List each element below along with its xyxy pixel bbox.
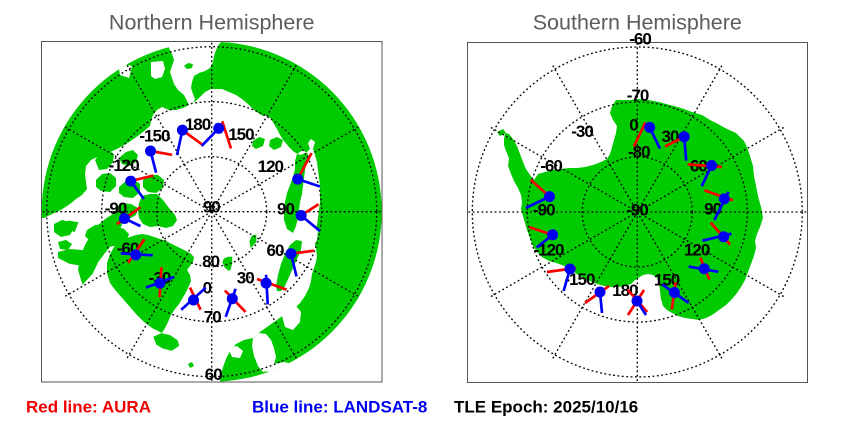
svg-text:-80: -80: [628, 142, 650, 161]
svg-text:0: 0: [203, 279, 212, 298]
svg-text:-150: -150: [564, 270, 595, 289]
svg-text:-90: -90: [533, 200, 555, 219]
svg-text:-90: -90: [105, 199, 127, 218]
svg-text:-150: -150: [139, 126, 170, 145]
svg-text:60: 60: [205, 365, 222, 384]
svg-text:Red line: AURA: Red line: AURA: [26, 398, 151, 417]
svg-text:TLE Epoch: 2025/10/16: TLE Epoch: 2025/10/16: [454, 398, 638, 417]
svg-text:180: 180: [185, 115, 211, 134]
svg-text:Blue line: LANDSAT-8: Blue line: LANDSAT-8: [252, 398, 427, 417]
svg-text:Southern Hemisphere: Southern Hemisphere: [533, 11, 742, 35]
svg-text:-70: -70: [627, 86, 649, 105]
svg-text:-60: -60: [629, 30, 651, 49]
svg-text:-30: -30: [571, 122, 593, 141]
svg-text:90: 90: [277, 199, 294, 218]
svg-text:90: 90: [203, 198, 220, 217]
svg-text:0: 0: [629, 115, 638, 134]
svg-text:-120: -120: [109, 156, 140, 175]
svg-text:-60: -60: [540, 157, 562, 176]
svg-text:Northern Hemisphere: Northern Hemisphere: [109, 11, 315, 35]
svg-text:60: 60: [267, 241, 284, 260]
svg-text:-120: -120: [533, 240, 564, 259]
svg-text:150: 150: [228, 125, 254, 144]
svg-text:120: 120: [258, 157, 284, 176]
svg-text:120: 120: [684, 240, 710, 259]
svg-text:80: 80: [202, 252, 219, 271]
svg-text:70: 70: [204, 308, 221, 327]
svg-text:-90: -90: [626, 200, 648, 219]
svg-text:30: 30: [237, 269, 254, 288]
